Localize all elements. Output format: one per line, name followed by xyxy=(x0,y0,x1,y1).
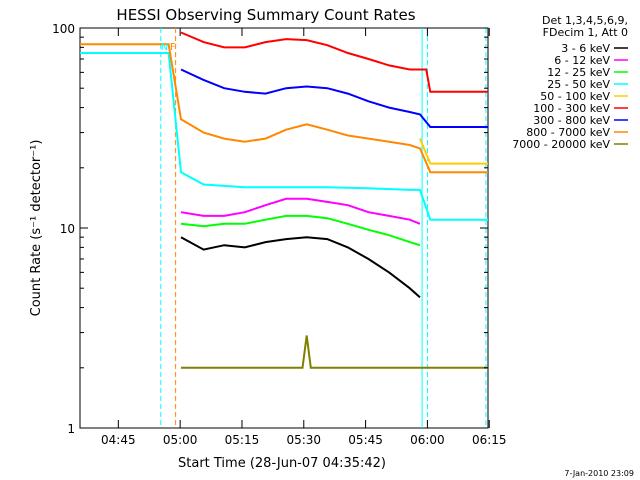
legend-label-4: 50 - 100 keV xyxy=(540,90,610,103)
series-line-4 xyxy=(419,138,488,165)
series-line-7 xyxy=(80,43,488,174)
x-tick-label-2: 05:15 xyxy=(225,433,260,447)
x-tick-label-6: 06:15 xyxy=(472,433,507,447)
y-axis-label: Count Rate (s⁻¹ detector⁻¹) xyxy=(29,140,44,317)
axes-layer: 04:45 05:00 05:15 05:30 05:45 06:00 06:15 1 10 10… xyxy=(52,22,506,447)
legend: Det 1,3,4,5,6,9,FDecim 1, Att 0 3 - 6 keV… xyxy=(512,14,628,151)
legend-label-1: 6 - 12 keV xyxy=(554,54,610,67)
series-line-3 xyxy=(80,52,488,221)
x-tick-label-1: 05:00 xyxy=(163,433,198,447)
y-tick-label-1: 10 xyxy=(60,222,75,236)
series-line-8 xyxy=(181,335,488,369)
series-line-1 xyxy=(180,197,421,225)
x-tick-label-0: 04:45 xyxy=(101,433,136,447)
series-line-0 xyxy=(180,236,421,299)
x-tick-label-3: 05:30 xyxy=(286,433,321,447)
legend-label-8: 7000 - 20000 keV xyxy=(512,138,610,151)
footer-date: 7-Jan-2010 23:09 xyxy=(564,469,634,478)
legend-label-2: 12 - 25 keV xyxy=(547,66,610,79)
x-tick-label-4: 05:45 xyxy=(348,433,383,447)
legend-label-0: 3 - 6 keV xyxy=(561,42,610,55)
legend-header-0: Det 1,3,4,5,6,9, xyxy=(542,14,628,27)
legend-label-3: 25 - 50 keV xyxy=(547,78,610,91)
annotation-1: F xyxy=(170,42,176,53)
y-tick-label-0: 1 xyxy=(67,422,75,436)
series-line-6 xyxy=(180,68,488,128)
legend-label-5: 100 - 300 keV xyxy=(533,102,610,115)
legend-label-6: 300 - 800 keV xyxy=(533,114,610,127)
series-line-2 xyxy=(180,214,421,247)
x-axis-label: Start Time (28-Jun-07 04:35:42) xyxy=(178,456,386,471)
legend-label-7: 800 - 7000 keV xyxy=(526,126,610,139)
chart-title: HESSI Observing Summary Count Rates xyxy=(116,6,415,24)
annotation-0: N xyxy=(161,42,168,53)
legend-header-1: FDecim 1, Att 0 xyxy=(543,26,628,39)
y-tick-label-2: 100 xyxy=(52,22,75,36)
x-tick-label-5: 06:00 xyxy=(410,433,445,447)
series-line-5 xyxy=(180,31,488,93)
